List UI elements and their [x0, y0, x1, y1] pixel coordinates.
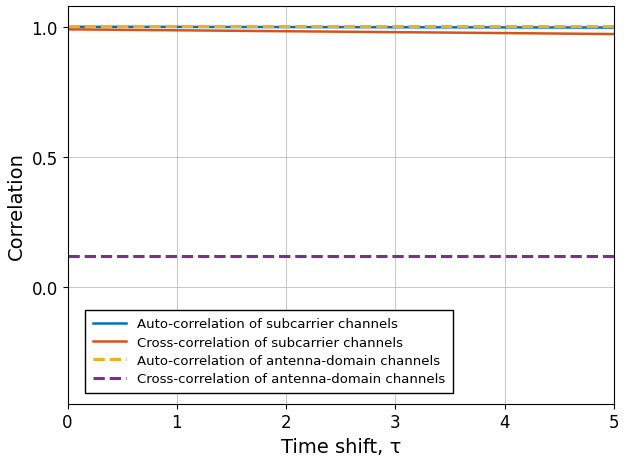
Auto-correlation of subcarrier channels — [165, 25, 173, 31]
Auto-correlation of antenna-domain channels — [563, 25, 571, 30]
Legend: Auto-correlation of subcarrier channels, Cross-correlation of subcarrier channel: Auto-correlation of subcarrier channels,… — [85, 310, 453, 394]
Auto-correlation of subcarrier channels — [86, 25, 93, 31]
Line: Cross-correlation of subcarrier channels: Cross-correlation of subcarrier channels — [68, 30, 614, 35]
Cross-correlation of antenna-domain channels — [563, 253, 571, 259]
Auto-correlation of subcarrier channels — [610, 25, 618, 31]
Auto-correlation of subcarrier channels — [583, 25, 590, 31]
Cross-correlation of antenna-domain channels — [86, 253, 93, 259]
Cross-correlation of antenna-domain channels — [610, 253, 618, 259]
Auto-correlation of antenna-domain channels — [97, 25, 105, 30]
Cross-correlation of antenna-domain channels — [583, 253, 590, 259]
Cross-correlation of antenna-domain channels — [165, 253, 173, 259]
Cross-correlation of subcarrier channels — [610, 32, 618, 38]
Auto-correlation of subcarrier channels — [64, 25, 71, 31]
Cross-correlation of subcarrier channels — [583, 32, 590, 38]
Auto-correlation of antenna-domain channels — [86, 25, 93, 30]
Cross-correlation of subcarrier channels — [64, 27, 71, 33]
Cross-correlation of antenna-domain channels — [209, 253, 217, 259]
Auto-correlation of subcarrier channels — [563, 25, 571, 31]
Cross-correlation of subcarrier channels — [165, 28, 173, 34]
Auto-correlation of antenna-domain channels — [64, 25, 71, 30]
Auto-correlation of subcarrier channels — [97, 25, 105, 31]
Cross-correlation of subcarrier channels — [563, 32, 571, 38]
Auto-correlation of antenna-domain channels — [165, 25, 173, 30]
Cross-correlation of subcarrier channels — [209, 29, 217, 34]
Cross-correlation of subcarrier channels — [86, 28, 93, 33]
Cross-correlation of subcarrier channels — [97, 28, 105, 33]
Auto-correlation of subcarrier channels — [209, 25, 217, 31]
Auto-correlation of antenna-domain channels — [610, 25, 618, 30]
Y-axis label: Correlation: Correlation — [7, 151, 26, 259]
Auto-correlation of antenna-domain channels — [209, 25, 217, 30]
Auto-correlation of antenna-domain channels — [583, 25, 590, 30]
X-axis label: Time shift, τ: Time shift, τ — [280, 437, 401, 456]
Cross-correlation of antenna-domain channels — [64, 253, 71, 259]
Cross-correlation of antenna-domain channels — [97, 253, 105, 259]
